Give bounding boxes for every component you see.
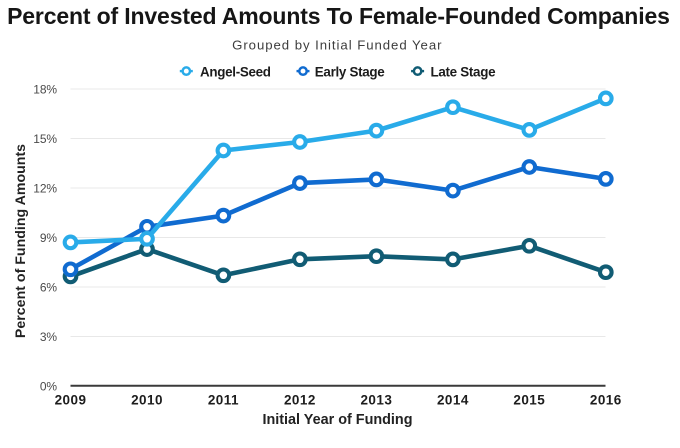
svg-text:2016: 2016 xyxy=(590,392,622,407)
svg-text:12%: 12% xyxy=(33,181,57,195)
svg-text:3%: 3% xyxy=(40,330,58,344)
svg-text:2014: 2014 xyxy=(437,392,469,407)
svg-text:2010: 2010 xyxy=(131,392,163,407)
svg-text:2009: 2009 xyxy=(55,392,87,407)
svg-text:Percent of Funding Amounts: Percent of Funding Amounts xyxy=(13,144,29,338)
svg-text:2015: 2015 xyxy=(513,392,545,407)
svg-text:Initial Year of Funding: Initial Year of Funding xyxy=(262,412,412,428)
svg-text:2012: 2012 xyxy=(284,392,316,407)
svg-text:Angel-Seed: Angel-Seed xyxy=(200,65,271,80)
svg-text:Late Stage: Late Stage xyxy=(431,65,496,80)
svg-text:Early Stage: Early Stage xyxy=(315,65,385,80)
svg-text:2013: 2013 xyxy=(360,392,392,407)
svg-text:9%: 9% xyxy=(40,231,58,245)
svg-text:2011: 2011 xyxy=(208,392,239,407)
svg-text:Grouped by Initial Funded Year: Grouped by Initial Funded Year xyxy=(232,38,442,53)
svg-text:18%: 18% xyxy=(33,82,57,96)
svg-text:Percent of Invested Amounts To: Percent of Invested Amounts To Female-Fo… xyxy=(7,3,670,29)
svg-text:15%: 15% xyxy=(33,132,57,146)
svg-text:6%: 6% xyxy=(40,280,58,294)
svg-text:0%: 0% xyxy=(40,379,58,393)
